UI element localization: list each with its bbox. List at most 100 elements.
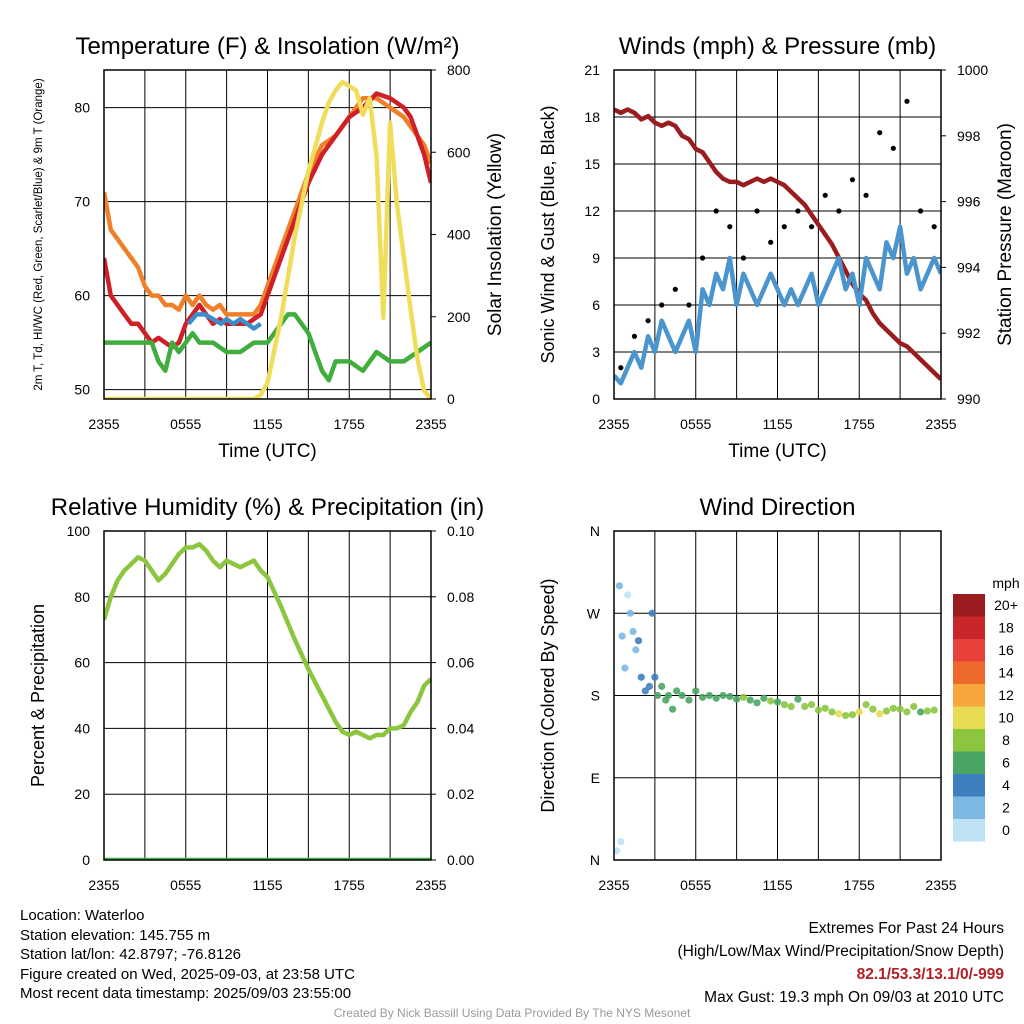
direction-point — [632, 646, 640, 654]
direction-point — [617, 838, 625, 846]
y-tick-label: 60 — [74, 288, 90, 304]
colorbar-label: 18 — [998, 620, 1014, 636]
y-tick-label: 0 — [592, 391, 600, 407]
direction-point — [910, 702, 918, 711]
gust-point — [863, 192, 869, 198]
x-tick-label: 1755 — [844, 416, 875, 432]
plot-area — [104, 79, 431, 399]
colorbar-label: 10 — [998, 710, 1014, 726]
gust-point — [727, 224, 733, 230]
plot-area — [614, 582, 938, 855]
y2-tick-label: 0.02 — [447, 786, 474, 802]
direction-point — [648, 609, 656, 617]
y-tick-label: 70 — [74, 194, 90, 210]
y2-tick-label: 800 — [447, 62, 471, 78]
direction-panel: Wind Direction 2355 0555 1155 1755 2355 N E S W N D… — [538, 494, 957, 893]
speed-colorbar: mph 20+ 18 16 14 12 10 8 6 4 2 0 — [953, 575, 1020, 842]
gust-point — [917, 208, 924, 214]
direction-point — [882, 707, 891, 715]
direction-point — [698, 693, 707, 701]
y2-tick-label: 998 — [957, 128, 981, 144]
direction-point — [801, 702, 809, 711]
colorbar-swatch — [953, 684, 985, 707]
x-tick-label: 2355 — [925, 877, 956, 893]
colorbar-swatch — [953, 594, 985, 617]
colorbar-label: 20+ — [994, 597, 1018, 613]
direction-point — [753, 699, 761, 707]
direction-point — [780, 701, 788, 709]
gust-point — [631, 333, 638, 339]
y2-axis-label: Station Pressure (Maroon) — [995, 123, 1016, 346]
direction-point — [705, 691, 713, 700]
y-tick-label: 80 — [74, 589, 90, 605]
series-line — [186, 312, 262, 331]
gust-point — [645, 318, 651, 324]
y2-tick-label: 994 — [957, 259, 981, 275]
y2-tick-label: 0.00 — [447, 852, 474, 868]
direction-point — [903, 708, 911, 716]
chart-title: Wind Direction — [699, 494, 855, 521]
direction-point — [930, 706, 938, 714]
direction-point — [624, 591, 632, 599]
direction-point — [869, 705, 877, 713]
elevation-text: Station elevation: 145.755 m — [20, 926, 211, 944]
direction-point — [746, 696, 754, 704]
direction-point — [719, 691, 727, 700]
x-tick-label: 0555 — [680, 416, 711, 432]
colorbar-unit: mph — [992, 575, 1019, 591]
extremes-values: 82.1/53.3/13.1/0/-999 — [856, 966, 1004, 983]
y2-tick-label: 996 — [957, 194, 981, 210]
y-tick-label: 50 — [74, 382, 90, 398]
direction-point — [835, 710, 843, 718]
y2-tick-label: 990 — [957, 391, 981, 407]
colorbar-swatch — [953, 639, 985, 662]
x-tick-label: 1155 — [252, 877, 282, 893]
chart-title: Winds (mph) & Pressure (mb) — [619, 33, 936, 60]
direction-point — [896, 705, 904, 713]
colorbar-label: 6 — [1002, 755, 1010, 771]
x-tick-label: 2355 — [88, 877, 119, 893]
direction-point — [618, 632, 626, 640]
y2-tick-label: 1000 — [957, 62, 988, 78]
colorbar-swatch — [953, 751, 985, 774]
colorbar-swatch — [953, 774, 985, 797]
gust-point — [904, 98, 910, 104]
x-tick-label: 1755 — [334, 416, 365, 432]
direction-point — [787, 702, 795, 711]
x-tick-label: 1155 — [762, 416, 792, 432]
colorbar-label: 14 — [998, 665, 1014, 681]
colorbar-swatch — [953, 616, 985, 639]
gust-point — [795, 208, 801, 214]
recent-data-text: Most recent data timestamp: 2025/09/03 2… — [20, 985, 352, 1002]
direction-point — [862, 701, 870, 709]
gust-point — [740, 255, 747, 261]
y-tick-label: 100 — [67, 523, 91, 539]
direction-point — [654, 691, 662, 700]
gust-point — [808, 224, 815, 230]
direction-point — [773, 698, 782, 706]
series-line — [614, 224, 941, 386]
colorbar-label: 0 — [1002, 822, 1010, 838]
direction-point — [848, 711, 857, 719]
colorbar-swatch — [953, 819, 985, 842]
location-text: Location: Waterloo — [20, 907, 145, 924]
direction-point — [739, 693, 748, 701]
x-tick-label: 0555 — [170, 877, 201, 893]
gust-point — [754, 208, 760, 214]
y-axis-label: 2m T, Td, HI/WC (Red, Green, Scarlet/Blu… — [33, 78, 45, 390]
y-tick-label: 12 — [584, 203, 600, 219]
direction-point — [726, 692, 734, 701]
series-line — [614, 107, 941, 381]
direction-point — [923, 707, 931, 715]
y2-tick-label: 200 — [447, 309, 471, 325]
y-tick-label: E — [591, 770, 600, 786]
y2-tick-label: 0.06 — [447, 655, 474, 671]
x-tick-label: 1155 — [252, 416, 282, 432]
y2-tick-label: 0.10 — [447, 523, 474, 539]
gust-point — [877, 130, 883, 136]
plot-frame — [613, 69, 942, 400]
plot-area — [614, 98, 941, 386]
extremes-subheading: (High/Low/Max Wind/Precipitation/Snow De… — [677, 943, 1005, 960]
x-tick-label: 2355 — [598, 416, 629, 432]
